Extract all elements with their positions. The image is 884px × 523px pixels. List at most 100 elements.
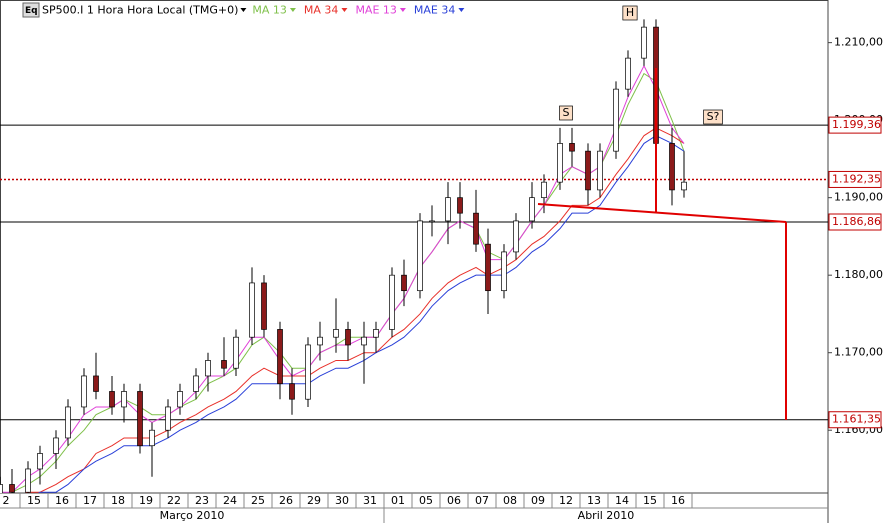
candle-body xyxy=(37,453,43,470)
symbol-icon[interactable] xyxy=(22,2,40,18)
month-label: Abril 2010 xyxy=(578,509,635,522)
x-tick-label: 14 xyxy=(615,494,629,507)
candle-body xyxy=(613,88,619,152)
candle-body xyxy=(121,391,127,408)
candle-body xyxy=(137,391,143,447)
candle-body xyxy=(529,197,535,222)
candle-body xyxy=(541,181,547,199)
dropdown-arrow xyxy=(458,8,465,12)
candle-body xyxy=(389,274,395,330)
candle-body xyxy=(317,336,323,346)
candle-body xyxy=(261,282,267,330)
candle-body xyxy=(445,197,451,222)
candle-body xyxy=(149,429,155,447)
symbol-icon-text: Eq xyxy=(25,6,38,16)
candle-body xyxy=(485,243,491,292)
candle-body xyxy=(109,391,115,408)
candle-body xyxy=(625,57,631,90)
candle-body xyxy=(81,375,87,408)
candle-body xyxy=(597,150,603,191)
candle-body xyxy=(93,375,99,392)
candle-body xyxy=(373,329,379,338)
candle-body xyxy=(305,344,311,400)
price-level-label: 1.199,36 xyxy=(832,118,881,131)
candle-body xyxy=(277,329,283,385)
x-tick-label: 16 xyxy=(55,494,69,507)
x-tick-label: 07 xyxy=(475,494,489,507)
drawn-lines xyxy=(537,68,787,420)
candle-body xyxy=(401,274,407,292)
candle-body xyxy=(417,220,423,292)
x-tick-label: 08 xyxy=(503,494,517,507)
x-tick-label: 29 xyxy=(307,494,321,507)
x-tick-label: 2 xyxy=(3,494,10,507)
candle-body xyxy=(249,282,255,338)
price-level-box xyxy=(828,213,882,231)
candle-body xyxy=(473,212,479,245)
candle-body xyxy=(585,150,591,191)
x-tick-label: 23 xyxy=(195,494,209,507)
y-tick-label: 1.170,00 xyxy=(834,346,883,359)
x-tick-label: 24 xyxy=(223,494,237,507)
candle-body xyxy=(641,26,647,59)
candle-body xyxy=(53,437,59,454)
candle-body xyxy=(501,251,507,292)
candle-body xyxy=(333,329,339,338)
x-tick-label: 05 xyxy=(419,494,433,507)
candle-body xyxy=(669,143,675,191)
y-tick-label: 1.180,00 xyxy=(834,268,883,281)
legend-entry: MA 34 xyxy=(304,4,339,17)
candle-body xyxy=(233,336,239,369)
pattern-annotation: S xyxy=(563,106,570,119)
candle-body xyxy=(165,406,171,431)
neckline xyxy=(537,203,787,223)
annotation-box xyxy=(703,109,723,125)
x-tick-label: 22 xyxy=(167,494,181,507)
candle-body xyxy=(345,329,351,346)
candle-body xyxy=(177,391,183,408)
dropdown-arrow xyxy=(289,8,296,12)
pattern-annotation: S? xyxy=(707,110,720,123)
candle-body xyxy=(361,336,367,346)
candle-body xyxy=(9,484,15,493)
dropdown-arrow xyxy=(399,8,406,12)
candle-body xyxy=(429,220,435,223)
dropdown-arrow xyxy=(341,8,348,12)
candle-body xyxy=(557,143,563,183)
x-tick-label: 15 xyxy=(643,494,657,507)
x-tick-label: 25 xyxy=(251,494,265,507)
y-tick-label: 1.210,00 xyxy=(834,36,883,49)
candle-body xyxy=(65,406,71,439)
pattern-annotation: H xyxy=(626,6,634,19)
dropdown-arrow xyxy=(240,8,247,12)
price-level-label: 1.161,35 xyxy=(832,413,881,426)
x-tick-label: 17 xyxy=(83,494,97,507)
price-level-label: 1.192,35 xyxy=(832,172,881,185)
candle-body xyxy=(289,383,295,400)
x-tick-label: 19 xyxy=(139,494,153,507)
candle-body xyxy=(205,360,211,377)
annotation-box xyxy=(559,105,573,121)
candle-body xyxy=(569,143,575,152)
chart-title[interactable]: SP500.I 1 Hora Hora Local (TMG+0) xyxy=(42,4,238,17)
moving-average-line xyxy=(25,127,685,493)
x-tick-label: 16 xyxy=(671,494,685,507)
legend-entry: MAE 34 xyxy=(414,4,455,17)
moving-average-line xyxy=(37,135,685,493)
price-level-box xyxy=(828,170,882,188)
x-tick-label: 31 xyxy=(363,494,377,507)
candle-body xyxy=(513,220,519,253)
candle-body xyxy=(0,484,3,493)
candle-body xyxy=(193,375,199,392)
x-tick-label: 15 xyxy=(27,494,41,507)
x-tick-label: 09 xyxy=(531,494,545,507)
price-level-label: 1.186,86 xyxy=(832,215,881,228)
price-level-box xyxy=(828,116,882,134)
x-tick-label: 01 xyxy=(391,494,405,507)
x-tick-label: 13 xyxy=(587,494,601,507)
x-tick-label: 26 xyxy=(279,494,293,507)
month-label: Março 2010 xyxy=(160,509,225,522)
annotation-box xyxy=(622,5,638,21)
legend-entry: MAE 13 xyxy=(355,4,396,17)
